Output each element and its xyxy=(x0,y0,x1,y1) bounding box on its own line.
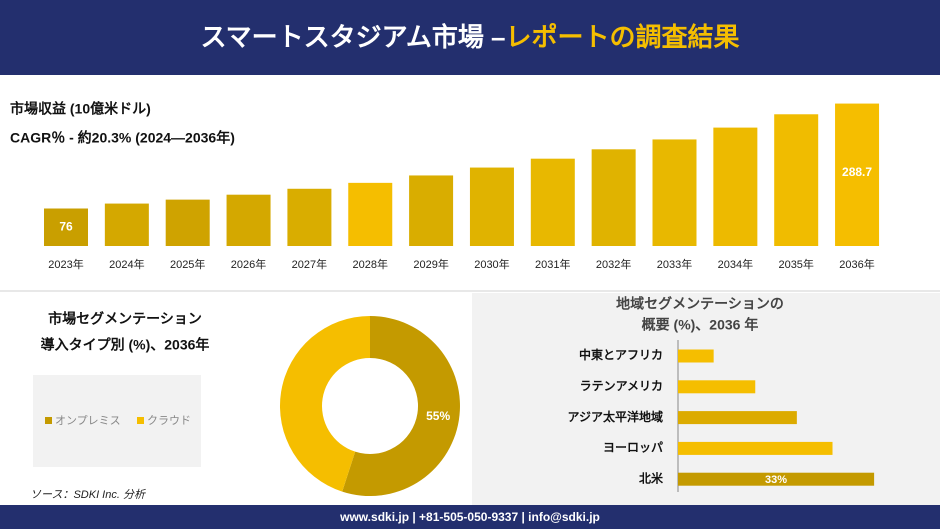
chart-title: 市場収益 (10億米ドル) xyxy=(10,101,151,117)
y-tick-label: ヨーロッパ xyxy=(603,441,663,455)
bar xyxy=(678,441,833,455)
footer-band xyxy=(0,505,940,529)
header-title: スマートスタジアム市場 –レポートの調査結果 xyxy=(200,22,739,52)
legend-label: オンプレミス xyxy=(55,414,121,427)
x-tick-label: 2028年 xyxy=(353,257,388,271)
legend-box xyxy=(33,375,201,467)
footer-contact: www.sdki.jp | +81-505-050-9337 | info@sd… xyxy=(339,510,600,524)
x-tick-label: 2033年 xyxy=(657,257,692,271)
bar xyxy=(44,208,88,246)
x-tick-label: 2029年 xyxy=(413,257,448,271)
value-label: 33% xyxy=(765,474,787,486)
value-label: 76 xyxy=(59,219,73,233)
y-tick-label: ラテンアメリカ xyxy=(580,379,663,393)
bar xyxy=(678,380,756,394)
bar xyxy=(165,199,210,246)
bar xyxy=(530,158,575,246)
bar xyxy=(678,472,875,486)
y-tick-label: 中東とアフリカ xyxy=(579,347,663,362)
x-tick-label: 2034年 xyxy=(718,257,753,271)
title-highlight: レポートの調査結果 xyxy=(506,22,740,52)
bar xyxy=(678,349,714,363)
donut-slice xyxy=(342,316,460,496)
bar xyxy=(774,114,819,246)
x-tick-label: 2024年 xyxy=(109,257,144,271)
bar xyxy=(348,182,393,246)
chart-title: 市場セグメンテーション xyxy=(48,311,202,327)
bar xyxy=(409,175,454,246)
x-tick-label: 2036年 xyxy=(839,257,874,271)
region-panel xyxy=(472,293,940,505)
x-tick-label: 2023年 xyxy=(48,257,83,271)
bar xyxy=(678,411,797,425)
chart-title: 導入タイプ別 (%)、2036年 xyxy=(41,337,210,353)
value-label: 55% xyxy=(426,409,450,423)
bar xyxy=(713,127,758,246)
title-main: スマートスタジアム市場 – xyxy=(200,22,505,52)
chart-subtitle: CAGR％ - 約20.3% (2024—2036年) xyxy=(10,130,235,146)
bar xyxy=(469,167,514,246)
source: ソース：SDKI Inc. 分析 xyxy=(30,488,147,501)
y-tick-label: アジア太平洋地域 xyxy=(567,409,663,424)
bar xyxy=(835,103,880,246)
donut-slice xyxy=(279,316,370,492)
x-tick-label: 2032年 xyxy=(596,257,631,271)
x-tick-label: 2031年 xyxy=(535,257,570,271)
bar xyxy=(652,139,697,246)
header-band xyxy=(0,0,940,75)
chart-title: 地域セグメンテーションの xyxy=(616,296,784,312)
x-tick-label: 2027年 xyxy=(292,257,327,271)
legend-label: クラウド xyxy=(147,414,191,427)
bar xyxy=(226,194,271,246)
legend-swatch xyxy=(137,417,144,424)
y-tick-label: 北米 xyxy=(639,470,664,485)
x-tick-label: 2030年 xyxy=(474,257,509,271)
value-label: 288.7 xyxy=(842,165,872,179)
x-tick-label: 2035年 xyxy=(778,257,813,271)
chart-title: 概要 (%)、2036 年 xyxy=(642,317,759,333)
bar xyxy=(104,203,149,246)
x-tick-label: 2025年 xyxy=(170,257,205,271)
legend-swatch xyxy=(45,417,52,424)
bar xyxy=(287,188,332,246)
bar xyxy=(591,149,636,246)
x-tick-label: 2026年 xyxy=(231,257,266,271)
